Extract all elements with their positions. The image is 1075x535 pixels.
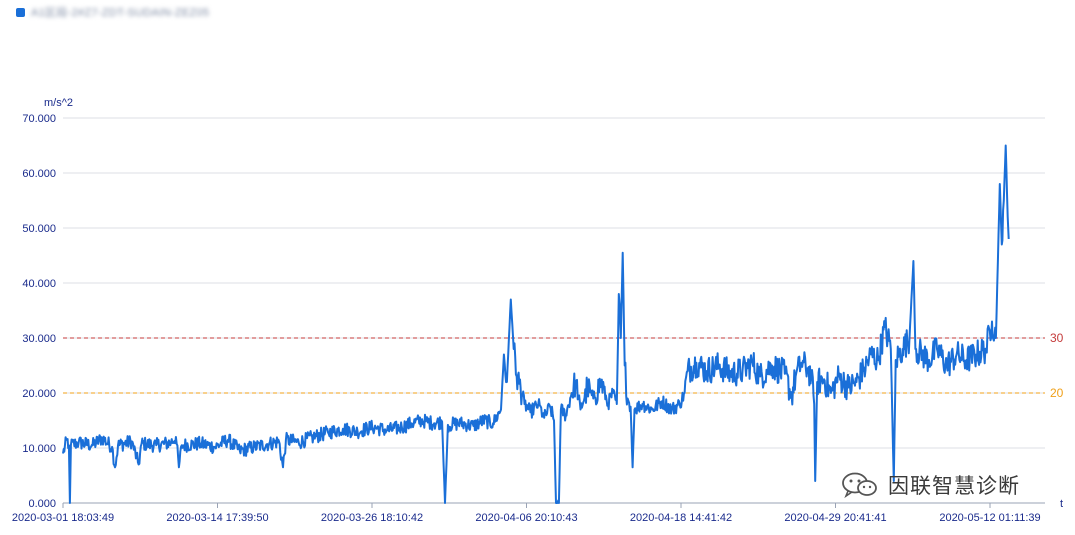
x-tick-label: 2020-04-06 20:10:43 <box>475 512 577 524</box>
x-axis-label: t <box>1060 498 1063 510</box>
y-tick-label: 20.000 <box>22 388 56 400</box>
mark-line-label: 30 <box>1050 331 1064 345</box>
x-tick-label: 2020-03-01 18:03:49 <box>12 512 114 524</box>
x-tick-label: 2020-03-26 18:10:42 <box>321 512 423 524</box>
y-tick-label: 0.000 <box>28 498 56 510</box>
x-axis-ticks: 2020-03-01 18:03:49 2020-03-14 17:39:50 20… <box>12 503 1041 524</box>
x-tick-label: 2020-05-12 01:11:39 <box>939 512 1040 524</box>
mark-lines: 30 20 <box>63 331 1064 400</box>
legend-swatch <box>16 7 25 17</box>
watermark: 因联智慧诊断 <box>840 470 1020 500</box>
series-line[interactable] <box>62 144 1010 504</box>
y-tick-label: 30.000 <box>22 333 56 345</box>
legend[interactable]: A1区段-2#Z7-ZDT-SUDAIN-ZEZ05 <box>16 5 209 19</box>
x-tick-label: 2020-04-18 14:41:42 <box>630 512 732 524</box>
legend-series-name: A1区段-2#Z7-ZDT-SUDAIN-ZEZ05 <box>31 7 210 19</box>
mark-line-label: 20 <box>1050 386 1064 400</box>
wechat-icon <box>842 472 877 499</box>
y-tick-label: 70.000 <box>22 113 56 125</box>
y-axis-ticks: 0.000 10.000 20.000 30.000 40.000 50.000 60.00… <box>22 113 56 510</box>
y-tick-label: 50.000 <box>22 223 56 235</box>
watermark-text: 因联智慧诊断 <box>888 475 1020 498</box>
y-tick-label: 60.000 <box>22 168 56 180</box>
y-tick-label: 10.000 <box>22 443 56 455</box>
series-group[interactable] <box>62 144 1010 504</box>
x-tick-label: 2020-04-29 20:41:41 <box>784 512 886 524</box>
grid-lines <box>63 117 1045 449</box>
y-axis-unit: m/s^2 <box>44 97 73 109</box>
x-tick-label: 2020-03-14 17:39:50 <box>166 512 268 524</box>
y-tick-label: 40.000 <box>22 278 56 290</box>
